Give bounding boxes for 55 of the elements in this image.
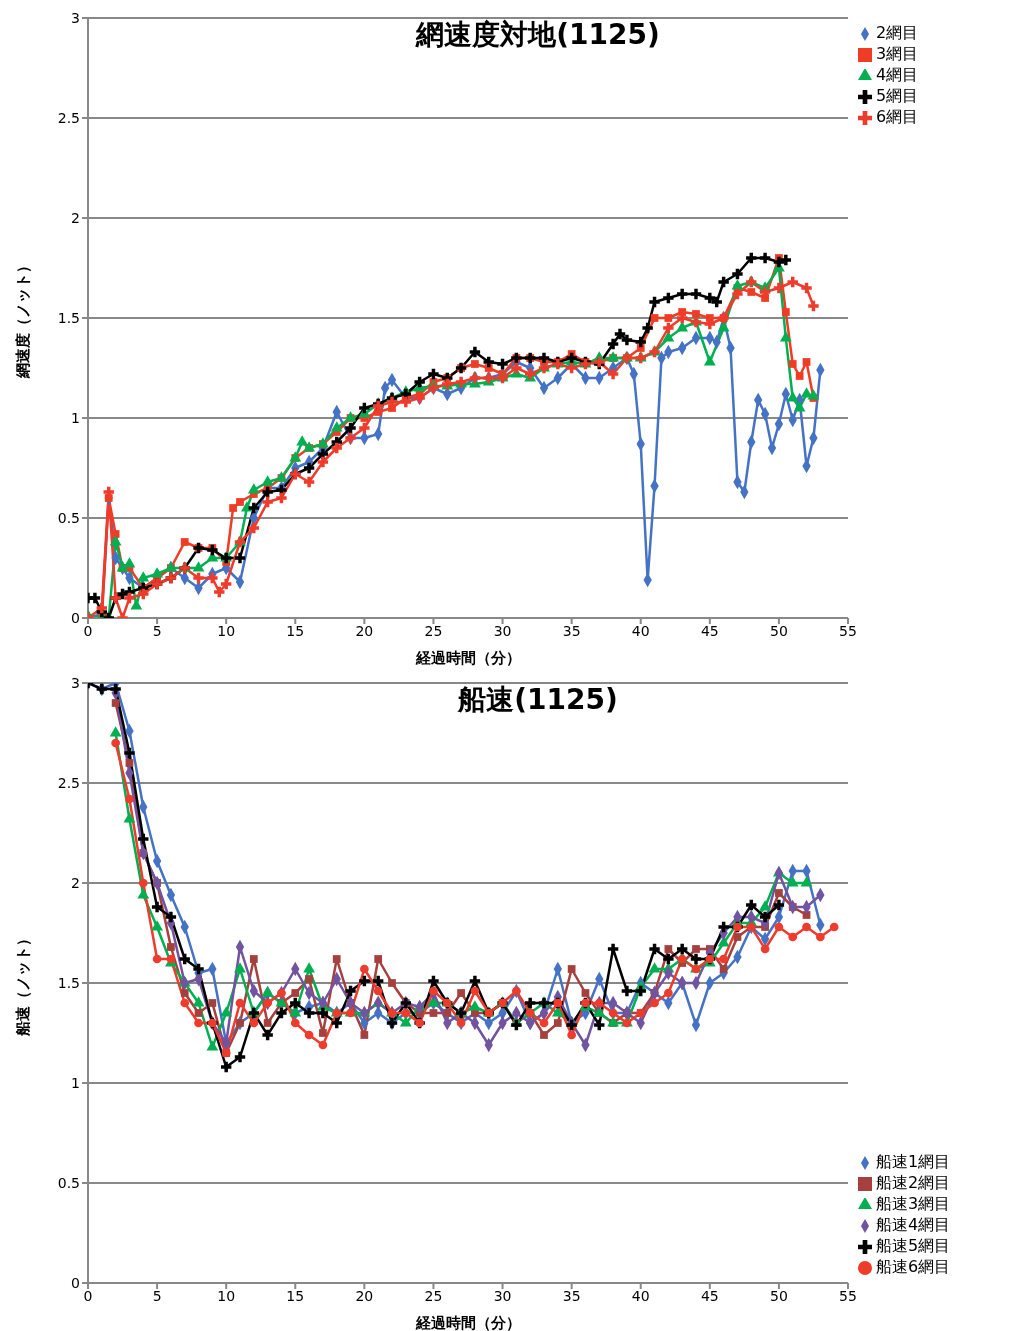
y-tick-label: 0.5 [57, 509, 80, 526]
x-tick-label: 20 [355, 622, 374, 639]
legend-label: 船速5網目 [876, 1236, 951, 1255]
legend-label: 4網目 [876, 65, 919, 84]
x-tick-label: 50 [770, 622, 788, 639]
x-tick-label: 55 [839, 622, 857, 639]
x-axis-title: 経過時間（分） [414, 649, 521, 667]
legend-label: 船速1網目 [876, 1152, 951, 1171]
y-axis-title: 船速（ノット） [14, 930, 33, 1037]
x-tick-label: 0 [83, 1287, 93, 1304]
x-tick-label: 40 [631, 622, 650, 639]
x-tick-label: 15 [286, 622, 305, 639]
y-tick-label: 1.5 [57, 974, 80, 991]
y-tick-label: 3 [71, 9, 80, 26]
x-tick-label: 20 [355, 1287, 374, 1304]
y-tick-label: 1.5 [57, 309, 80, 326]
y-tick-label: 0 [71, 1274, 80, 1291]
chart-title: 船速(1125) [458, 683, 618, 716]
legend-label: 船速4網目 [876, 1215, 951, 1234]
x-tick-label: 40 [631, 1287, 650, 1304]
x-axis-title: 経過時間（分） [414, 1314, 521, 1331]
y-tick-label: 0.5 [57, 1174, 80, 1191]
y-tick-label: 2.5 [57, 109, 80, 126]
y-tick-label: 3 [71, 674, 80, 691]
legend-label: 6網目 [876, 107, 919, 126]
y-tick-label: 1 [71, 1074, 80, 1091]
x-tick-label: 10 [217, 622, 236, 639]
x-tick-label: 45 [700, 622, 719, 639]
legend-label: 3網目 [876, 44, 919, 63]
x-tick-label: 50 [770, 1287, 788, 1304]
x-tick-label: 30 [493, 622, 512, 639]
x-tick-label: 10 [217, 1287, 236, 1304]
x-tick-label: 5 [152, 1287, 162, 1304]
legend-label: 船速3網目 [876, 1194, 951, 1213]
x-tick-label: 30 [493, 1287, 512, 1304]
x-tick-label: 35 [562, 1287, 581, 1304]
x-tick-label: 25 [424, 622, 443, 639]
x-tick-label: 0 [83, 622, 93, 639]
y-tick-label: 2 [71, 874, 80, 891]
chart-title: 網速度対地(1125) [416, 18, 660, 51]
legend-label: 船速2網目 [876, 1173, 951, 1192]
y-tick-label: 1 [71, 409, 80, 426]
x-tick-label: 5 [152, 622, 162, 639]
y-tick-label: 2.5 [57, 774, 80, 791]
legend-label: 5網目 [876, 86, 919, 105]
x-tick-label: 15 [286, 1287, 305, 1304]
legend-label: 船速6網目 [876, 1257, 951, 1276]
x-tick-label: 45 [700, 1287, 719, 1304]
x-tick-label: 55 [839, 1287, 857, 1304]
legend-label: 2網目 [876, 23, 919, 42]
y-axis-title: 網速度（ノット） [14, 258, 33, 379]
x-tick-label: 25 [424, 1287, 443, 1304]
y-tick-label: 0 [71, 609, 80, 626]
y-tick-label: 2 [71, 209, 80, 226]
x-tick-label: 35 [562, 622, 581, 639]
